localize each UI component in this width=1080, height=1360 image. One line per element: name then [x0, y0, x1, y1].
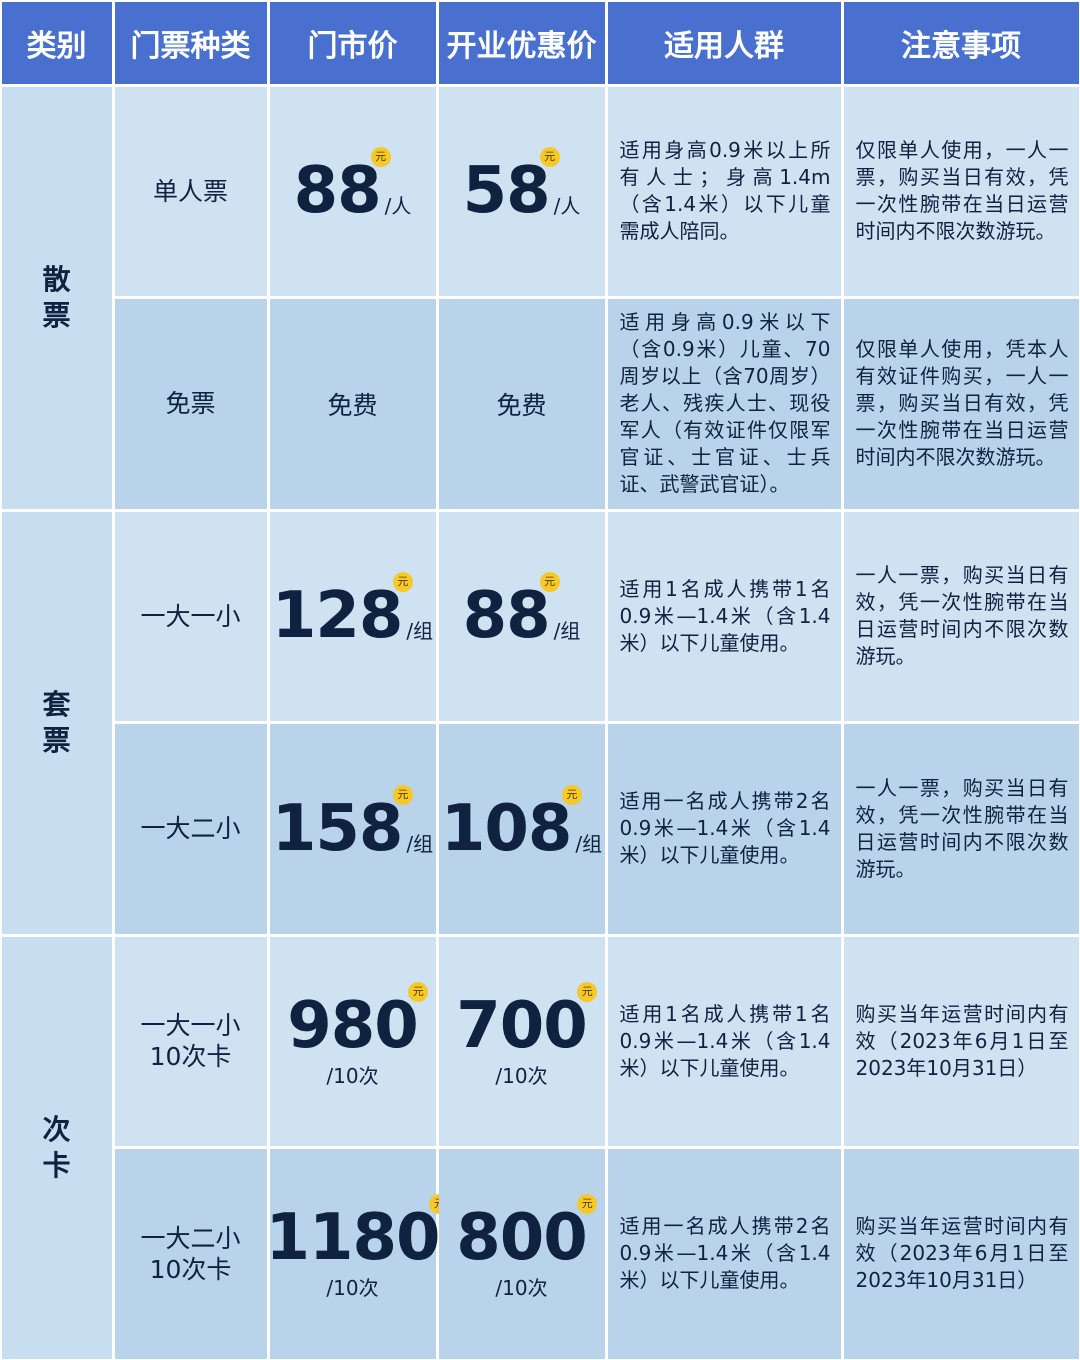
currency-badge: 元 [392, 784, 413, 805]
price-unit: /人 [384, 194, 412, 219]
ticket-type: 一大二小 10次卡 [114, 1149, 267, 1359]
price-unit: /人 [553, 194, 581, 219]
category: 次卡 [42, 1112, 71, 1182]
currency-badge: 元 [392, 572, 413, 593]
currency-badge: 元 [577, 1194, 598, 1215]
promo-cell: 800/10次 元 [438, 1149, 605, 1359]
currency-badge: 元 [408, 981, 429, 1002]
audience: 适用一名成人携带2名0.9米—1.4米（含1.4米）以下儿童使用。 [607, 1149, 841, 1359]
price: 158/组 元 [271, 784, 434, 866]
category-cell: 次卡 [1, 936, 112, 1359]
price-cell: 128/组 元 [269, 511, 436, 721]
price-unit: /组 [406, 831, 434, 856]
notes: 一人一票，购买当日有效，凭一次性腕带在当日运营时间内不限次数游玩。 [843, 724, 1079, 934]
category: 散票 [42, 262, 71, 332]
price-unit: /组 [406, 619, 434, 644]
price-amount: 88 [462, 579, 551, 654]
price-unit: /组 [575, 831, 603, 856]
notes: 仅限单人使用，一人一票，购买当日有效，凭一次性腕带在当日运营时间内不限次数游玩。 [843, 86, 1079, 296]
price-unit: /10次 [326, 1063, 379, 1088]
price-unit: /10次 [495, 1063, 548, 1088]
price: 88/人 元 [293, 147, 412, 229]
price: 58/人 元 [462, 147, 581, 229]
price-amount: 58 [462, 154, 551, 229]
price: 128/组 元 [271, 572, 434, 654]
price-amount: 108 [440, 791, 573, 866]
price-amount: 700 [456, 988, 588, 1063]
promo-cell: 108/组 元 [438, 724, 605, 934]
price-unit: /10次 [326, 1276, 379, 1301]
header-cell: 适用人群 [607, 1, 841, 84]
category-cell: 套票 [1, 511, 112, 934]
audience: 适用身高0.9米以上所有人士；身高1.4m（含1.4米）以下儿童需成人陪同。 [607, 86, 841, 296]
audience: 适用身高0.9米以下（含0.9米）儿童、70周岁以上（含70周岁）老人、残疾人士… [607, 299, 841, 509]
promo-cell: 58/人 元 [438, 86, 605, 296]
price-amount: 88 [293, 154, 382, 229]
price: 108/组 元 [440, 784, 603, 866]
audience: 适用1名成人携带1名0.9米—1.4米（含1.4米）以下儿童使用。 [607, 936, 841, 1146]
audience: 适用一名成人携带2名0.9米—1.4米（含1.4米）以下儿童使用。 [607, 724, 841, 934]
price-amount: 158 [271, 791, 404, 866]
ticket-type: 一大二小 [114, 724, 267, 934]
price: 800/10次 元 [456, 1194, 598, 1301]
currency-badge: 元 [539, 147, 560, 168]
header-cell: 类别 [1, 1, 112, 84]
promo-cell: 88/组 元 [438, 511, 605, 721]
price-amount: 128 [271, 579, 404, 654]
ticket-type: 免票 [114, 299, 267, 509]
price-cell: 88/人 元 [269, 86, 436, 296]
notes: 购买当年运营时间内有效（2023年6月1日至2023年10月31日） [843, 936, 1079, 1146]
promo-cell: 免费 [438, 299, 605, 509]
header-cell: 开业优惠价 [438, 1, 605, 84]
price: 88/组 元 [462, 572, 581, 654]
price-cell: 158/组 元 [269, 724, 436, 934]
promo-cell: 700/10次 元 [438, 936, 605, 1146]
price-cell: 免费 [269, 299, 436, 509]
audience: 适用1名成人携带1名0.9米—1.4米（含1.4米）以下儿童使用。 [607, 511, 841, 721]
notes: 购买当年运营时间内有效（2023年6月1日至2023年10月31日） [843, 1149, 1079, 1359]
header-cell: 门票种类 [114, 1, 267, 84]
price: 980/10次 元 [287, 981, 429, 1089]
header-cell: 门市价 [269, 1, 436, 84]
currency-badge: 元 [370, 147, 391, 168]
ticket-type: 一大一小 [114, 511, 267, 721]
header-cell: 注意事项 [843, 1, 1079, 84]
price-amount: 800 [456, 1201, 588, 1276]
notes: 仅限单人使用，凭本人有效证件购买，一人一票，购买当日有效，凭一次性腕带在当日运营… [843, 299, 1079, 509]
category: 套票 [42, 687, 71, 757]
price-unit: /组 [553, 619, 581, 644]
price-amount: 980 [287, 988, 419, 1063]
notes: 一人一票，购买当日有效，凭一次性腕带在当日运营时间内不限次数游玩。 [843, 511, 1079, 721]
category-cell: 散票 [1, 86, 112, 509]
price-cell: 980/10次 元 [269, 936, 436, 1146]
price-unit: /10次 [495, 1276, 548, 1301]
currency-badge: 元 [539, 572, 560, 593]
ticket-type: 单人票 [114, 86, 267, 296]
currency-badge: 元 [561, 784, 582, 805]
price: 700/10次 元 [456, 981, 598, 1089]
ticket-type: 一大一小 10次卡 [114, 936, 267, 1146]
currency-badge: 元 [577, 981, 598, 1002]
price-amount: 1180 [265, 1201, 440, 1276]
